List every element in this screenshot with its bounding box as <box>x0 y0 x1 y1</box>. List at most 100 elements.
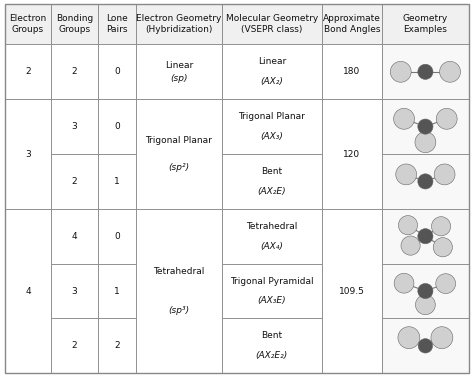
Bar <box>51 209 98 264</box>
Ellipse shape <box>431 217 451 236</box>
Bar <box>382 319 469 373</box>
Bar <box>98 209 137 264</box>
Ellipse shape <box>398 216 418 235</box>
Text: Electron
Groups: Electron Groups <box>9 14 46 34</box>
Ellipse shape <box>415 132 436 153</box>
Text: (AX₃): (AX₃) <box>260 132 283 141</box>
Text: 4: 4 <box>72 232 77 241</box>
Bar <box>5 209 51 373</box>
Bar <box>98 4 137 44</box>
Ellipse shape <box>418 119 433 134</box>
Text: Electron Geometry
(Hybridization): Electron Geometry (Hybridization) <box>136 14 222 34</box>
Text: 3: 3 <box>25 150 31 158</box>
Text: Linear: Linear <box>258 57 286 66</box>
Text: 2: 2 <box>25 67 31 76</box>
Text: 0: 0 <box>114 122 120 131</box>
Text: (sp³): (sp³) <box>168 306 190 315</box>
Bar <box>51 319 98 373</box>
Bar <box>221 319 322 373</box>
Text: (AX₂E₂): (AX₂E₂) <box>255 351 288 360</box>
Bar <box>51 4 98 44</box>
Text: 180: 180 <box>343 67 360 76</box>
Text: Geometry
Examples: Geometry Examples <box>403 14 448 34</box>
Text: 109.5: 109.5 <box>339 287 365 296</box>
Text: Trigonal Planar: Trigonal Planar <box>238 112 305 121</box>
Bar <box>322 4 382 44</box>
Text: (AX₄): (AX₄) <box>260 242 283 251</box>
Ellipse shape <box>418 64 433 80</box>
Text: 1: 1 <box>114 287 120 296</box>
Ellipse shape <box>418 339 433 353</box>
Ellipse shape <box>401 236 420 255</box>
Text: 2: 2 <box>72 67 77 76</box>
Ellipse shape <box>394 273 414 293</box>
Bar <box>137 209 221 373</box>
Text: (AX₂E): (AX₂E) <box>257 187 286 196</box>
Bar <box>98 99 137 154</box>
Text: Approximate
Bond Angles: Approximate Bond Angles <box>323 14 381 34</box>
Text: Trigonal Planar: Trigonal Planar <box>146 136 212 146</box>
Bar <box>5 99 51 209</box>
Text: Linear: Linear <box>165 61 193 70</box>
Text: Bent: Bent <box>261 331 283 340</box>
Bar <box>137 99 221 209</box>
Text: (sp²): (sp²) <box>168 162 190 172</box>
Bar <box>51 99 98 154</box>
Bar <box>221 4 322 44</box>
Text: 2: 2 <box>72 341 77 350</box>
Text: Molecular Geometry
(VSEPR class): Molecular Geometry (VSEPR class) <box>226 14 318 34</box>
Text: 3: 3 <box>72 287 77 296</box>
Text: (AX₂): (AX₂) <box>260 77 283 86</box>
Bar <box>51 44 98 99</box>
Text: 0: 0 <box>114 67 120 76</box>
Ellipse shape <box>416 295 435 315</box>
Bar <box>98 264 137 319</box>
Bar <box>382 209 469 264</box>
Bar <box>221 44 322 99</box>
Ellipse shape <box>396 164 417 185</box>
Bar <box>322 44 382 99</box>
Text: Tetrahedral: Tetrahedral <box>153 267 205 276</box>
Ellipse shape <box>418 174 433 189</box>
Ellipse shape <box>434 164 455 185</box>
Bar <box>382 4 469 44</box>
Text: Lone
Pairs: Lone Pairs <box>106 14 128 34</box>
Ellipse shape <box>436 109 457 129</box>
Bar <box>382 99 469 154</box>
Text: 120: 120 <box>343 150 360 158</box>
Text: Trigonal Pyramidal: Trigonal Pyramidal <box>230 277 314 286</box>
Text: 2: 2 <box>72 177 77 186</box>
Bar <box>382 154 469 209</box>
Bar <box>98 154 137 209</box>
Bar <box>382 44 469 99</box>
Ellipse shape <box>433 238 452 257</box>
Bar <box>5 44 51 99</box>
Ellipse shape <box>418 228 433 244</box>
Bar <box>137 44 221 99</box>
Bar <box>221 264 322 319</box>
Text: Bent: Bent <box>261 167 283 176</box>
Bar <box>51 154 98 209</box>
Bar <box>221 99 322 154</box>
Text: Bonding
Groups: Bonding Groups <box>56 14 93 34</box>
Ellipse shape <box>436 274 456 294</box>
Text: (AX₃E): (AX₃E) <box>257 296 286 305</box>
Text: 4: 4 <box>25 287 31 296</box>
Ellipse shape <box>431 327 453 349</box>
Text: 2: 2 <box>114 341 120 350</box>
Bar <box>5 4 51 44</box>
Bar <box>382 264 469 319</box>
Bar <box>221 154 322 209</box>
Ellipse shape <box>398 327 420 349</box>
Ellipse shape <box>393 109 414 129</box>
Ellipse shape <box>390 61 411 82</box>
Bar <box>137 4 221 44</box>
Ellipse shape <box>439 61 460 82</box>
Bar <box>98 319 137 373</box>
Bar <box>322 99 382 209</box>
Text: (sp): (sp) <box>170 74 188 83</box>
Text: 3: 3 <box>72 122 77 131</box>
Bar <box>322 209 382 373</box>
Text: 0: 0 <box>114 232 120 241</box>
Bar <box>98 44 137 99</box>
